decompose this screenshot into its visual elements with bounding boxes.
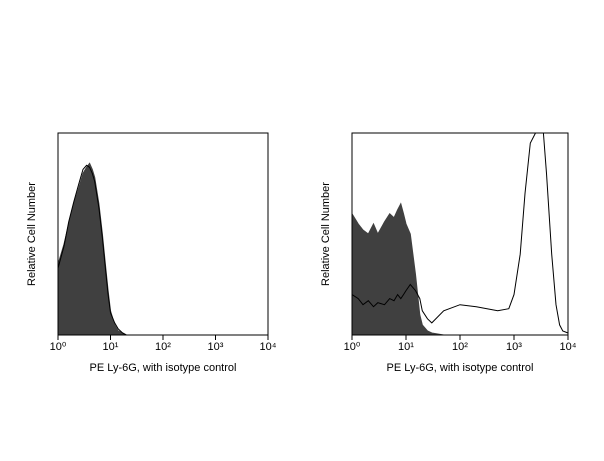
x-tick-label: 10⁴: [260, 341, 277, 353]
x-tick-label: 10⁰: [50, 341, 67, 353]
x-tick-label: 10³: [506, 341, 522, 353]
area: [57, 162, 268, 336]
x-tick-label: 10³: [208, 341, 224, 353]
x-axis-label: PE Ly-6G, with isotype control: [387, 362, 534, 374]
x-tick-label: 10¹: [103, 341, 119, 353]
area: [351, 202, 568, 336]
x-tick-label: 10²: [155, 341, 171, 353]
x-tick-label: 10⁰: [344, 341, 361, 353]
y-axis-label: Relative Cell Number: [26, 182, 38, 286]
x-tick-label: 10²: [452, 341, 468, 353]
y-axis-label: Relative Cell Number: [320, 182, 332, 286]
x-axis-label: PE Ly-6G, with isotype control: [90, 362, 237, 374]
x-tick-label: 10⁴: [560, 341, 577, 353]
x-tick-label: 10¹: [398, 341, 414, 353]
